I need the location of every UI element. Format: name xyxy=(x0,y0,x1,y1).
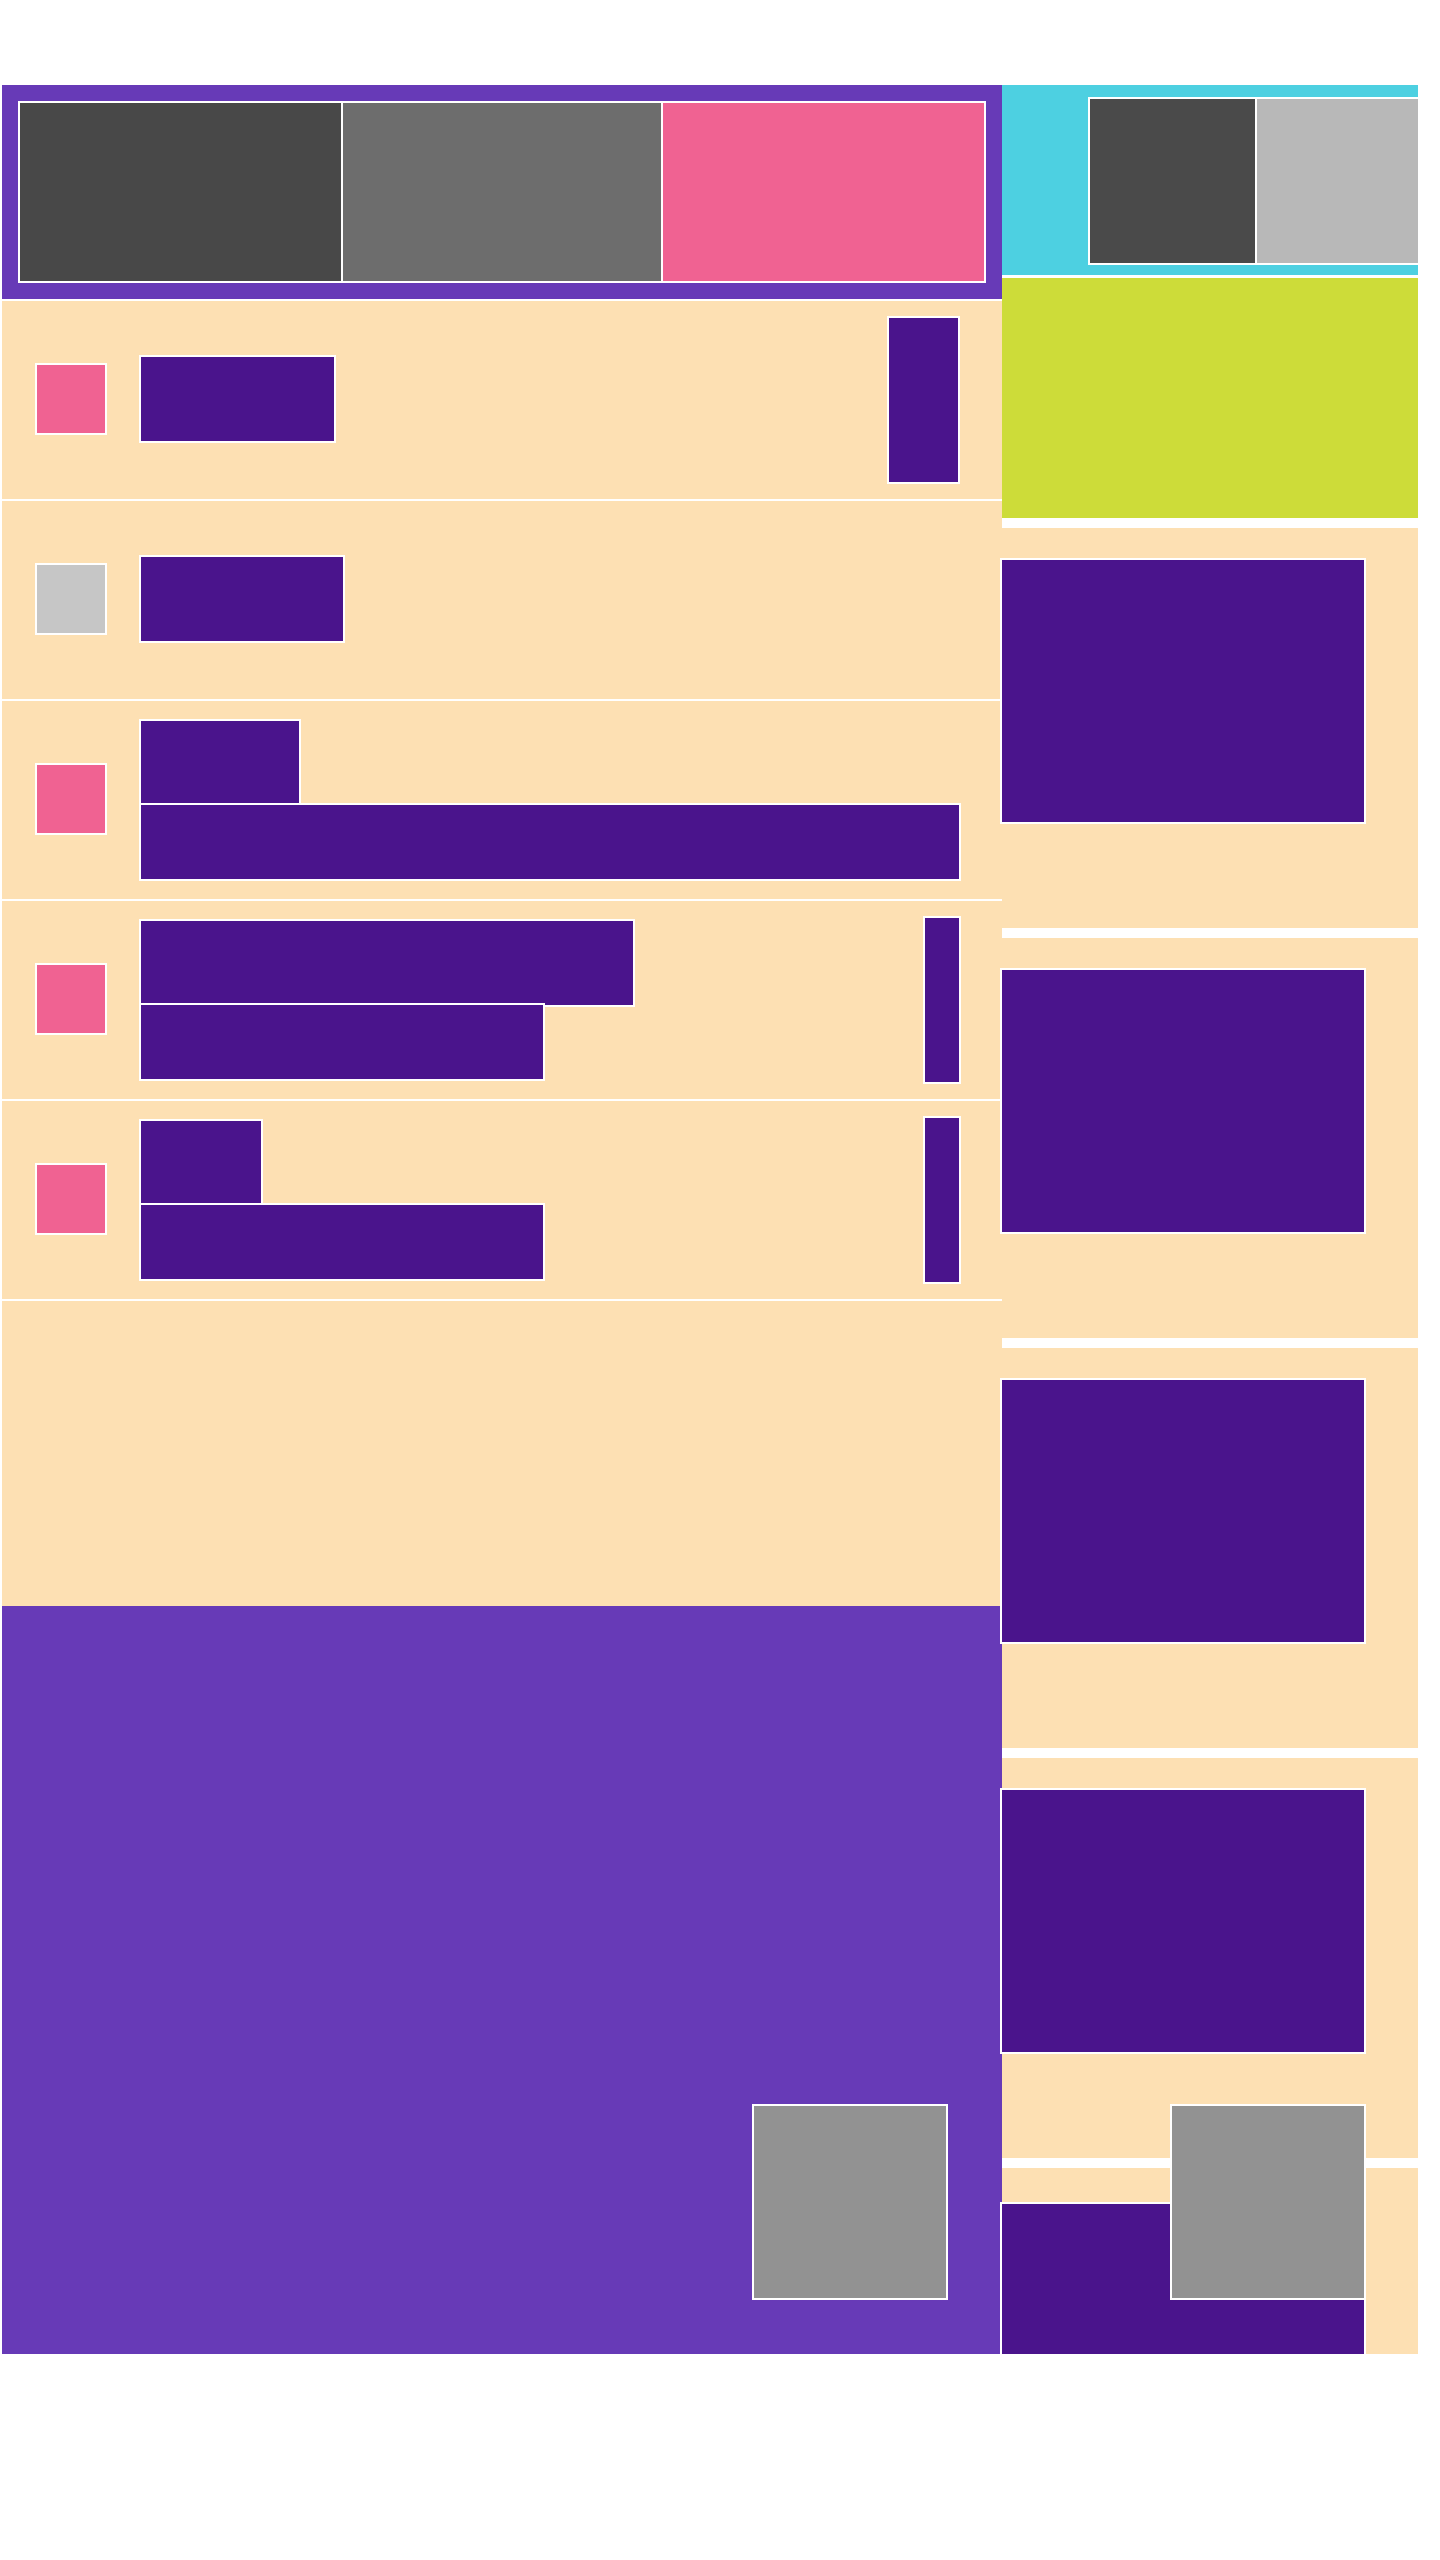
list-item-subtitle xyxy=(139,1003,545,1081)
side-card-media xyxy=(1000,1788,1366,2054)
list-item-subtitle xyxy=(139,1203,545,1281)
list-item[interactable] xyxy=(2,301,1002,499)
list-item[interactable] xyxy=(2,701,1002,899)
list-item-title xyxy=(139,719,301,807)
bottom-panel xyxy=(2,1606,1002,2354)
side-card-media xyxy=(1000,558,1366,824)
fab-square-icon[interactable] xyxy=(752,2104,948,2300)
list-item[interactable] xyxy=(2,1101,1002,1299)
lime-panel xyxy=(1002,278,1418,518)
list-item[interactable] xyxy=(2,501,1002,699)
side-card[interactable] xyxy=(1000,1348,1418,1748)
checkbox-checked-icon[interactable] xyxy=(35,363,107,435)
list-item-title xyxy=(139,919,635,1007)
list-item-title xyxy=(139,355,336,443)
divider xyxy=(2,699,1002,701)
divider xyxy=(2,899,1002,901)
checkbox-checked-icon[interactable] xyxy=(35,1163,107,1235)
side-header xyxy=(1002,85,1418,275)
side-card[interactable] xyxy=(1000,528,1418,928)
side-card-media xyxy=(1000,1378,1366,1644)
side-card[interactable] xyxy=(1000,1758,1418,2158)
divider xyxy=(2,499,1002,501)
side-card-media xyxy=(1000,968,1366,1234)
list xyxy=(2,301,1002,1606)
side-tab-1[interactable] xyxy=(1088,97,1257,265)
list-item-title xyxy=(139,1119,263,1207)
divider xyxy=(2,1299,1002,1301)
side-card[interactable] xyxy=(1000,938,1418,1338)
app-header xyxy=(2,85,1002,299)
list-item-trailing-bar xyxy=(887,316,960,484)
tab-1[interactable] xyxy=(18,101,343,283)
list-item-subtitle xyxy=(139,803,961,881)
checkbox-checked-icon[interactable] xyxy=(35,963,107,1035)
side-tab-2[interactable] xyxy=(1255,97,1418,265)
fab-square-icon[interactable] xyxy=(1170,2104,1366,2300)
divider xyxy=(2,1099,1002,1101)
tab-2[interactable] xyxy=(341,101,663,283)
checkbox-checked-icon[interactable] xyxy=(35,763,107,835)
tab-3-selected[interactable] xyxy=(661,101,986,283)
list-item-title xyxy=(139,555,345,643)
checkbox-unchecked-icon[interactable] xyxy=(35,563,107,635)
list-item-trailing-bar xyxy=(923,916,961,1084)
list-item-trailing-bar xyxy=(923,1116,961,1284)
list-item[interactable] xyxy=(2,901,1002,1099)
